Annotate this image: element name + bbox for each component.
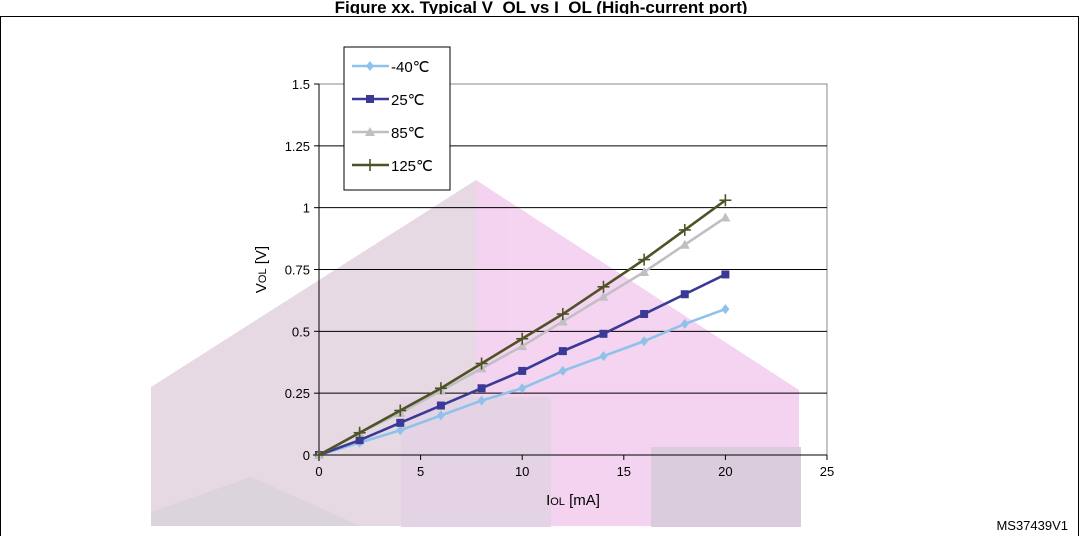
data-point-plus — [394, 404, 407, 417]
y-tick-label: 1.5 — [292, 77, 310, 92]
data-point-square — [366, 95, 374, 103]
data-point-diamond — [396, 425, 405, 436]
data-point-diamond — [518, 383, 527, 394]
figure-frame: 0 0.25 0.5 0.75 1 1.25 1.5 0 5 10 15 20 25 IOL [mA] VO… — [0, 16, 1079, 536]
x-tick-label: 20 — [718, 464, 732, 479]
chart-svg: 0 0.25 0.5 0.75 1 1.25 1.5 0 5 10 15 20 25 IOL [mA] VO… — [151, 46, 834, 527]
data-point-triangle — [557, 316, 568, 326]
series-layer — [313, 194, 732, 461]
data-point-square — [355, 436, 364, 445]
figure-code: MS37439V1 — [996, 518, 1068, 533]
legend-item-3: 125℃ — [352, 158, 433, 175]
legend-label: -40℃ — [391, 59, 430, 76]
data-point-square — [599, 329, 608, 338]
x-tick-label: 10 — [515, 464, 529, 479]
x-tick-label: 25 — [820, 464, 834, 479]
data-point-square — [518, 366, 527, 375]
data-point-triangle — [598, 291, 609, 301]
legend-label: 25℃ — [391, 92, 425, 109]
data-point-plus — [678, 223, 691, 236]
data-point-plus — [364, 159, 376, 171]
x-tick-label: 15 — [617, 464, 631, 479]
data-point-diamond — [640, 336, 649, 347]
y-tick-label: 0.5 — [292, 324, 310, 339]
data-point-plus — [475, 357, 488, 370]
data-point-square — [721, 270, 730, 279]
x-axis-label: IOL [mA] — [546, 492, 600, 509]
data-point-diamond — [477, 395, 486, 406]
data-point-diamond — [366, 61, 374, 71]
data-point-square — [396, 418, 405, 427]
y-tick-label: 0 — [303, 448, 310, 463]
legend-item-2: 85℃ — [352, 125, 425, 142]
data-point-triangle — [679, 239, 690, 249]
legend-item-1: 25℃ — [352, 92, 425, 109]
data-point-plus — [434, 382, 447, 395]
series-3 — [313, 194, 732, 461]
data-point-square — [477, 384, 486, 393]
data-point-plus — [556, 308, 569, 321]
y-tick-label: 1 — [303, 201, 310, 216]
y-tick-label: 0.25 — [285, 386, 310, 401]
legend-label: 85℃ — [391, 125, 425, 142]
data-point-plus — [313, 449, 325, 461]
data-point-square — [640, 310, 649, 319]
data-point-square — [680, 290, 689, 299]
data-point-plus — [597, 280, 610, 293]
data-point-triangle — [365, 127, 375, 136]
data-point-diamond — [721, 304, 730, 315]
x-tick-label: 0 — [315, 464, 322, 479]
data-point-diamond — [436, 410, 445, 421]
figure-title-text: Figure xx. Typical V_OL vs I_OL (High-cu… — [334, 0, 748, 14]
data-point-triangle — [517, 341, 528, 351]
data-point-square — [558, 347, 567, 356]
data-point-square — [436, 401, 445, 410]
data-point-diamond — [680, 318, 689, 329]
x-tick-label: 5 — [417, 464, 424, 479]
legend-label: 125℃ — [391, 158, 433, 175]
data-point-plus — [516, 332, 529, 345]
axes: 0 0.25 0.5 0.75 1 1.25 1.5 0 5 10 15 20 25 IOL [mA] VO… — [253, 77, 834, 509]
y-axis-label: VOL [V] — [253, 246, 270, 293]
series-1 — [315, 270, 730, 459]
legend: -40℃ 25℃ 85℃ 125℃ — [343, 46, 451, 191]
data-point-triangle — [720, 212, 731, 222]
watermark — [151, 180, 801, 527]
data-point-plus — [638, 253, 651, 266]
figure-title: Figure xx. Typical V_OL vs I_OL (High-cu… — [0, 0, 1082, 14]
legend-item-0: -40℃ — [352, 59, 430, 76]
y-tick-label: 0.75 — [285, 263, 310, 278]
data-point-triangle — [639, 266, 650, 276]
data-point-diamond — [558, 365, 567, 376]
data-point-plus — [719, 194, 732, 207]
data-point-diamond — [599, 351, 608, 362]
y-tick-label: 1.25 — [285, 139, 310, 154]
data-point-plus — [353, 426, 366, 439]
